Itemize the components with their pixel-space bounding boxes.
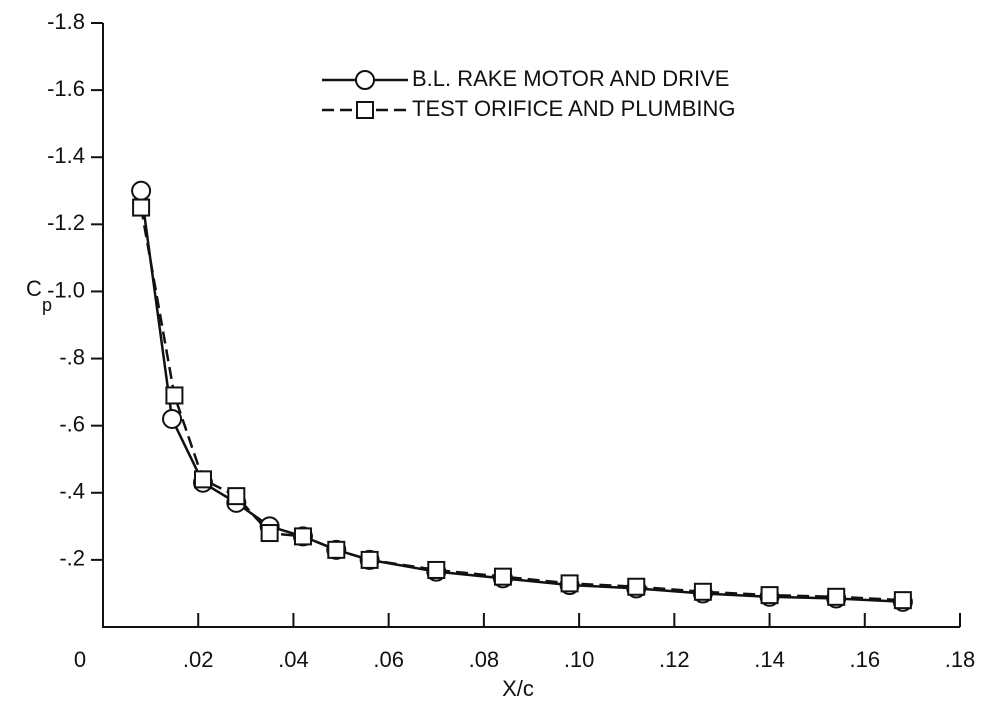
series-line (139, 207, 903, 602)
data-point (327, 540, 346, 559)
y-tick-label: -1.8 (47, 9, 85, 34)
data-point (427, 560, 446, 579)
y-axis-label-subscript: p (42, 295, 52, 315)
data-point (260, 524, 279, 543)
x-tick-label: .18 (945, 647, 976, 672)
data-point (132, 198, 151, 217)
data-point (193, 470, 212, 489)
x-tick-label: .14 (754, 647, 785, 672)
legend-marker (355, 70, 375, 90)
y-tick-label: -.6 (59, 411, 85, 436)
y-tick-label: -.2 (59, 546, 85, 571)
x-tick-label: .08 (469, 647, 500, 672)
data-point (360, 550, 379, 569)
data-point (162, 408, 183, 429)
data-point (293, 527, 312, 546)
series-line (139, 190, 903, 604)
legend-label: B.L. RAKE MOTOR AND DRIVE (412, 66, 729, 91)
data-point (827, 587, 846, 606)
y-axis-label: C (26, 276, 42, 301)
y-tick-label: -1.6 (47, 76, 85, 101)
data-point (760, 586, 779, 605)
data-point (693, 582, 712, 601)
x-tick-label: .12 (659, 647, 690, 672)
data-point (131, 180, 152, 201)
x-tick-label: .10 (564, 647, 595, 672)
y-tick-label: -.8 (59, 344, 85, 369)
x-tick-label: .06 (373, 647, 404, 672)
y-tick-label: -.4 (59, 479, 85, 504)
data-point (560, 574, 579, 593)
legend-label: TEST ORIFICE AND PLUMBING (412, 96, 736, 121)
x-axis-label: X/c (502, 676, 534, 701)
y-tick-label: -1.2 (47, 210, 85, 235)
y-tick-label: -1.0 (47, 277, 85, 302)
y-tick-label: -1.4 (47, 143, 85, 168)
data-point (493, 567, 512, 586)
x-tick-label: 0 (74, 647, 86, 672)
x-tick-label: .16 (849, 647, 880, 672)
legend-marker (356, 101, 374, 119)
data-point (165, 386, 184, 405)
data-point (893, 591, 912, 610)
data-point (627, 577, 646, 596)
data-point (227, 487, 246, 506)
x-tick-label: .02 (183, 647, 214, 672)
x-tick-label: .04 (278, 647, 309, 672)
